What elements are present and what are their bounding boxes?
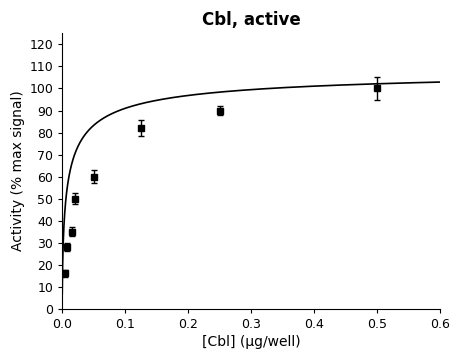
X-axis label: [Cbl] (μg/well): [Cbl] (μg/well): [202, 335, 301, 349]
Title: Cbl, active: Cbl, active: [202, 11, 301, 29]
Y-axis label: Activity (% max signal): Activity (% max signal): [11, 91, 25, 251]
